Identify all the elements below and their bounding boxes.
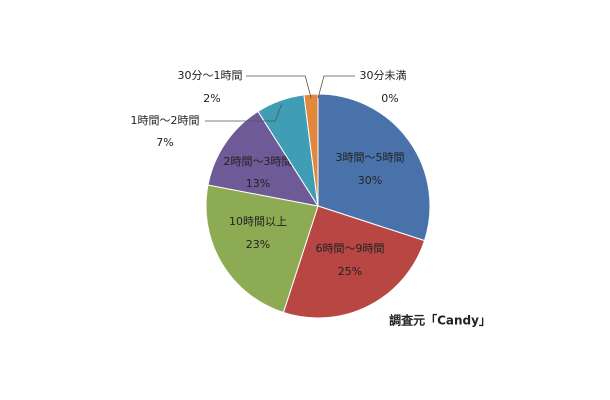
slice-label: 30分未満 xyxy=(360,69,407,82)
slice-value-label: 25% xyxy=(338,265,362,278)
pie-slice xyxy=(282,205,426,319)
pie-slice xyxy=(207,110,320,207)
source-note: 調査元「Candy」 xyxy=(389,313,491,328)
slice-value-label: 30% xyxy=(358,174,382,187)
slice-value-label: 13% xyxy=(246,177,270,190)
slice-value-label: 0% xyxy=(381,92,398,105)
leader-line xyxy=(205,104,282,122)
slice-label: 10時間以上 xyxy=(229,215,287,228)
slice-label: 6時間〜9時間 xyxy=(316,242,385,255)
leader-line xyxy=(317,75,355,99)
leader-line xyxy=(246,75,312,99)
slice-value-label: 7% xyxy=(156,136,173,149)
slice-label: 1時間〜2時間 xyxy=(131,114,200,127)
slice-value-label: 23% xyxy=(246,238,270,251)
pie-slice xyxy=(317,93,431,242)
slice-value-label: 2% xyxy=(203,92,220,105)
slice-label: 2時間〜3時間 xyxy=(224,155,293,168)
slice-label: 30分〜1時間 xyxy=(178,69,243,82)
pie-slice xyxy=(205,184,319,314)
slice-label: 3時間〜5時間 xyxy=(336,151,405,164)
